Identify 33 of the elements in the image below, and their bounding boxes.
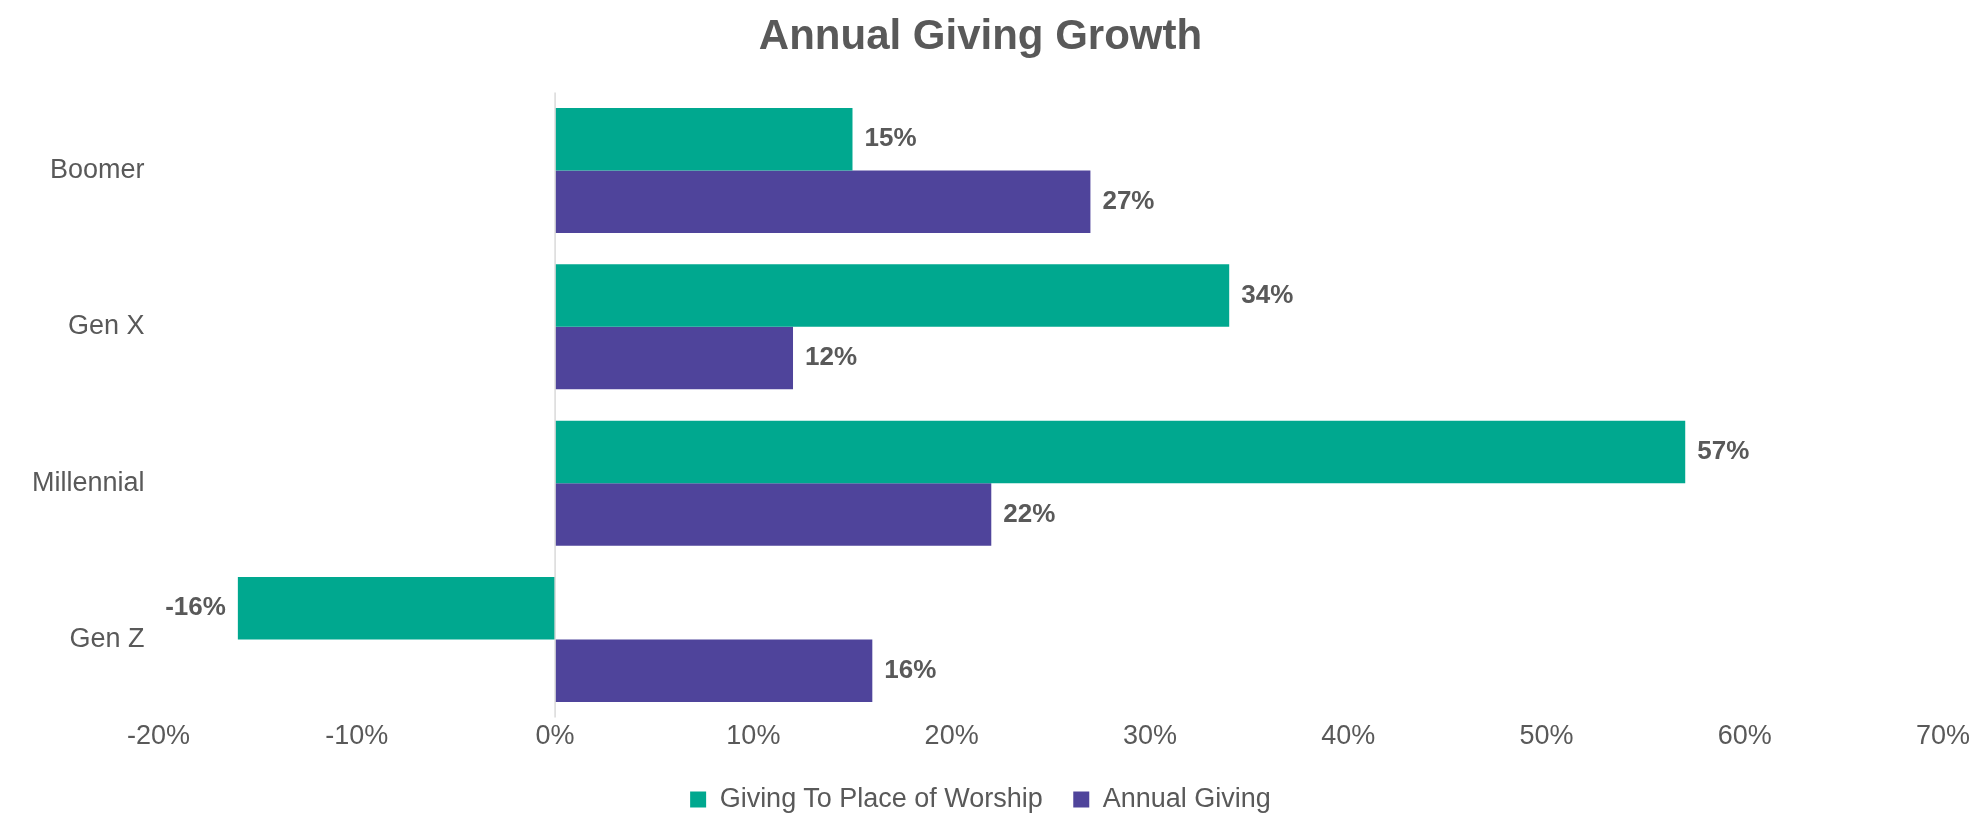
chart-title: Annual Giving Growth — [758, 10, 1203, 58]
x-tick-label: 50% — [1519, 720, 1574, 751]
data-label: 34% — [1241, 278, 1294, 309]
bar — [237, 576, 556, 640]
x-tick-label: 30% — [1122, 720, 1177, 751]
legend-label: Annual Giving — [1102, 782, 1271, 813]
x-tick-label: 70% — [1915, 720, 1970, 751]
data-label: 57% — [1697, 435, 1750, 466]
data-label: 22% — [1003, 497, 1056, 528]
y-tick-label: Boomer — [50, 154, 145, 184]
x-tick-label: 0% — [535, 720, 575, 751]
y-tick-label: Millennial — [31, 466, 145, 497]
y-tick-label: Gen X — [68, 310, 145, 341]
bar — [555, 264, 1230, 327]
data-label: 12% — [805, 341, 858, 372]
x-tick-label: 10% — [726, 720, 781, 751]
legend-label: Giving To Place of Worship — [719, 782, 1043, 813]
bar — [555, 639, 873, 702]
x-tick-label: -10% — [325, 720, 389, 751]
x-tick-label: 20% — [924, 720, 979, 751]
y-tick-label: Gen Z — [69, 622, 145, 653]
bar — [555, 170, 1091, 234]
x-tick-label: -20% — [127, 720, 191, 751]
bar — [555, 420, 1686, 484]
data-label: 27% — [1102, 184, 1155, 215]
bar — [555, 483, 992, 546]
data-label: 15% — [864, 122, 917, 153]
x-tick-label: 40% — [1321, 720, 1376, 751]
data-label: -16% — [165, 591, 226, 622]
x-tick-label: 60% — [1717, 720, 1772, 751]
data-label: 16% — [884, 653, 937, 684]
bar — [555, 326, 794, 390]
bar — [555, 108, 853, 171]
